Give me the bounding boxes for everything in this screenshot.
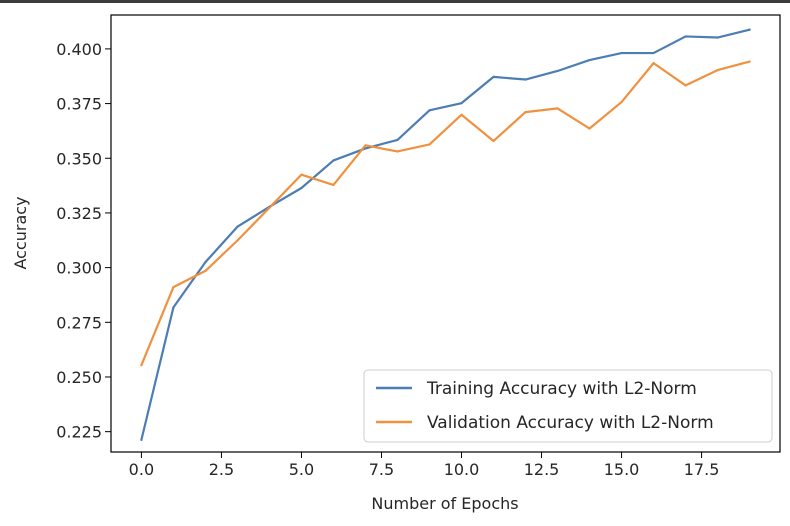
- data-point: [236, 225, 239, 228]
- y-tick-label: 0.375: [56, 95, 102, 114]
- y-tick-label: 0.300: [56, 259, 102, 278]
- x-tick-label: 12.5: [524, 460, 560, 479]
- data-point: [268, 206, 271, 209]
- data-point: [684, 35, 687, 38]
- data-point: [492, 75, 495, 78]
- data-point: [620, 51, 623, 55]
- series-line-validation: [140, 60, 751, 367]
- data-point: [364, 144, 367, 147]
- x-tick-label: 0.0: [129, 460, 154, 479]
- data-point: [396, 138, 399, 141]
- x-tick-label: 17.5: [684, 460, 720, 479]
- data-point: [172, 306, 175, 309]
- data-point: [460, 102, 463, 105]
- data-point: [524, 111, 527, 114]
- x-tick-label: 7.5: [369, 460, 394, 479]
- data-point: [364, 147, 367, 150]
- x-tick-label: 10.0: [444, 460, 480, 479]
- data-point: [556, 107, 559, 110]
- data-point: [588, 127, 591, 130]
- data-point: [716, 36, 719, 39]
- y-tick-label: 0.225: [56, 423, 102, 442]
- x-tick-label: 2.5: [209, 460, 234, 479]
- data-point: [748, 60, 751, 63]
- plot-area-frame: [110, 14, 781, 453]
- data-point: [140, 438, 143, 441]
- x-tick-label: 15.0: [604, 460, 640, 479]
- data-point: [460, 113, 463, 116]
- data-point: [684, 84, 687, 87]
- x-axis-label: Number of Epochs: [371, 494, 518, 513]
- y-tick-label: 0.275: [56, 313, 102, 332]
- y-tick-label: 0.350: [56, 149, 102, 168]
- x-tick-label: 5.0: [289, 460, 314, 479]
- y-tick-label: 0.400: [56, 40, 102, 59]
- data-point: [396, 150, 399, 153]
- data-point: [428, 109, 431, 112]
- legend-label-validation: Validation Accuracy with L2-Norm: [427, 413, 714, 433]
- series-lines: [140, 28, 751, 441]
- y-axis-label: Accuracy: [11, 196, 30, 269]
- data-point: [716, 69, 719, 72]
- data-point: [652, 51, 655, 55]
- window-top-border: [0, 0, 790, 3]
- y-axis-ticks: 0.225 0.250 0.275 0.300 0.325 0.350 0.375 0.400: [56, 40, 111, 442]
- data-point: [748, 28, 751, 31]
- y-tick-label: 0.325: [56, 204, 102, 223]
- legend-box: [363, 369, 773, 443]
- y-tick-label: 0.250: [56, 368, 102, 387]
- data-point: [556, 69, 559, 73]
- data-point: [204, 261, 207, 264]
- data-point: [332, 183, 335, 187]
- series-points: [140, 28, 751, 441]
- x-axis-ticks: 0.0 2.5 5.0 7.5 10.0 12.5 15.0 17.5: [129, 452, 720, 479]
- data-point: [236, 239, 239, 242]
- data-point: [492, 139, 495, 143]
- data-point: [300, 173, 303, 176]
- data-point: [204, 269, 207, 273]
- legend: Training Accuracy with L2-Norm Validatio…: [363, 369, 773, 443]
- series-line-training: [140, 28, 751, 441]
- legend-label-training: Training Accuracy with L2-Norm: [426, 379, 697, 399]
- data-point: [332, 159, 335, 162]
- data-point: [300, 186, 303, 190]
- data-point: [620, 100, 623, 104]
- data-point: [428, 143, 431, 146]
- data-point: [652, 62, 655, 65]
- data-point: [524, 78, 527, 81]
- data-point: [172, 285, 175, 289]
- data-point: [140, 364, 143, 367]
- data-point: [588, 58, 591, 62]
